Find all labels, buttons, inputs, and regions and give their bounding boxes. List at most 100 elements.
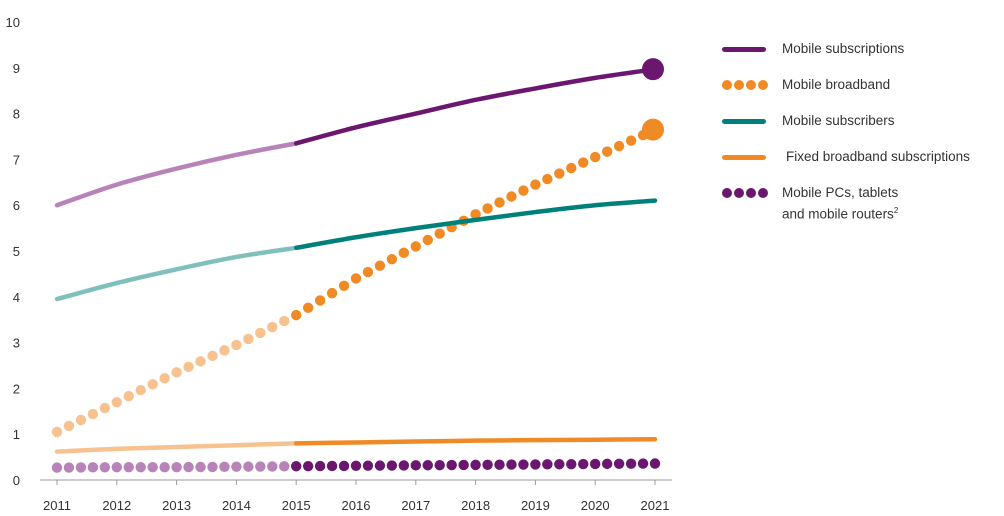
series-dot (590, 151, 601, 163)
series-dot (147, 461, 158, 473)
series-dot (542, 459, 553, 470)
series-line-forecast (293, 436, 658, 446)
x-tick-label: 2013 (162, 498, 191, 513)
series-4 (51, 458, 661, 473)
series-dot (255, 327, 266, 339)
series-dot (302, 302, 314, 313)
x-tick-label: 2021 (641, 498, 670, 513)
series-dot (625, 135, 637, 146)
series-dot (374, 260, 386, 271)
series-dot (422, 234, 433, 246)
series-dot (613, 458, 625, 469)
series-dot (482, 459, 493, 470)
legend-swatch-line (722, 114, 770, 128)
series-dot (362, 460, 374, 471)
series-dot (386, 460, 398, 471)
data-point (115, 400, 119, 404)
series-dot (183, 361, 194, 373)
legend-item-mobile-pcs: Mobile PCs, tablets and mobile routers2 (722, 184, 1002, 234)
data-point (593, 155, 597, 159)
y-axis-ticks: 0 1 2 3 4 5 6 7 8 9 10 (6, 15, 20, 488)
data-point (175, 267, 179, 271)
x-tick-label: 2011 (43, 498, 71, 513)
series-3 (54, 436, 658, 454)
legend-swatch-line (722, 150, 770, 164)
data-point (55, 450, 59, 454)
data-point (55, 430, 59, 434)
x-tick-label: 2017 (401, 498, 430, 513)
y-tick-label: 3 (13, 336, 20, 351)
y-tick-label: 9 (13, 61, 20, 76)
series-line-forecast (293, 66, 658, 146)
series-dot (494, 459, 505, 470)
series-dot (374, 460, 386, 471)
series-dot (338, 280, 350, 292)
series-dot (613, 140, 625, 152)
series-dot (625, 458, 637, 469)
legend-item-fixed-broadband: Fixed broadband subscriptions (722, 148, 1002, 184)
series-dot (243, 333, 254, 345)
x-tick-label: 2012 (102, 498, 131, 513)
series-dot (135, 461, 146, 473)
series-dot (314, 460, 326, 472)
series-dot (87, 462, 99, 473)
data-point (175, 465, 179, 469)
x-tick-label: 2018 (461, 498, 490, 513)
series-dot (195, 461, 206, 473)
data-point (294, 441, 298, 445)
series-dot (566, 458, 577, 470)
series-dot (279, 461, 290, 472)
legend-label: Mobile broadband (782, 77, 891, 92)
end-marker (642, 118, 664, 141)
series-dot (99, 402, 111, 414)
series-dot (542, 173, 553, 185)
series-dot (231, 339, 242, 351)
y-tick-label: 1 (13, 427, 20, 442)
series-dot (422, 460, 433, 471)
data-point (175, 445, 179, 449)
data-point (55, 297, 59, 301)
data-point (115, 447, 119, 451)
data-point (234, 255, 238, 259)
series-dot (578, 157, 589, 168)
data-point (653, 199, 657, 203)
series-dot (135, 385, 146, 396)
series-dot (63, 462, 75, 473)
series-dot (434, 459, 445, 471)
legend: Mobile subscriptions Mobile broadband Mo… (722, 40, 1002, 234)
data-point (414, 463, 418, 467)
series-dot (590, 458, 601, 470)
data-point (593, 203, 597, 207)
series-dot (601, 458, 613, 470)
series-dot (350, 273, 362, 284)
series-dot (506, 191, 517, 202)
series-dot (51, 426, 63, 438)
data-point (653, 462, 657, 466)
series-dot (267, 321, 278, 333)
series-dot (578, 458, 589, 470)
series-dot (87, 408, 99, 420)
x-tick-label: 2016 (342, 498, 371, 513)
data-point (234, 443, 238, 447)
series-dot (75, 414, 87, 426)
legend-item-mobile-broadband: Mobile broadband (722, 76, 1002, 112)
series-dot (302, 460, 314, 472)
series-dot (410, 241, 421, 252)
legend-item-mobile-subscriptions: Mobile subscriptions (722, 40, 1002, 76)
data-point (115, 465, 119, 469)
data-point (414, 226, 418, 230)
x-tick-label: 2015 (282, 498, 311, 513)
data-point (533, 462, 537, 466)
data-point (474, 439, 478, 443)
data-point (533, 86, 537, 90)
series-dot (147, 379, 158, 390)
series-line-historical (54, 141, 299, 208)
series-dot (506, 459, 517, 470)
series-dot (530, 459, 541, 470)
series-dot (530, 179, 541, 190)
series-dot (350, 460, 362, 472)
data-point (234, 153, 238, 157)
series-dot (554, 459, 565, 470)
series-dot (219, 461, 230, 473)
